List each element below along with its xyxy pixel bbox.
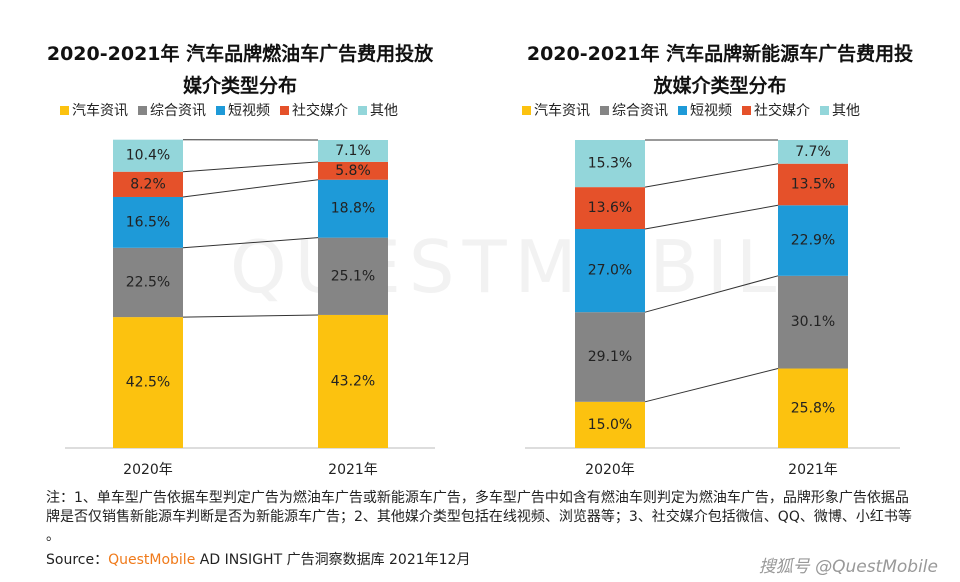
value-label: 43.2% — [331, 373, 375, 389]
bar-segment — [113, 196, 183, 248]
value-label: 18.8% — [331, 201, 375, 217]
legend-swatch — [216, 106, 225, 115]
chart-title: 2020-2021年 汽车品牌燃油车广告费用投放媒介类型分布 — [46, 43, 434, 97]
legend-swatch — [358, 106, 367, 115]
connector — [182, 314, 319, 318]
value-label: 13.6% — [588, 200, 632, 216]
bar-segment — [778, 140, 848, 164]
connector — [644, 204, 779, 230]
legend-swatch — [280, 106, 289, 115]
value-label: 25.1% — [331, 268, 375, 284]
bar-segment — [778, 163, 848, 206]
bar-segment — [318, 179, 388, 238]
bar-segment — [113, 139, 183, 172]
bar-segment — [113, 317, 183, 448]
legend-label: 社交媒介 — [754, 102, 810, 119]
legend-swatch — [138, 106, 147, 115]
footer-brand: 搜狐号 @QuestMobile — [758, 557, 938, 577]
legend-swatch — [820, 106, 829, 115]
chart-title: 2020-2021年 汽车品牌新能源车广告费用投放媒介类型分布 — [526, 43, 914, 97]
x-tick-label: 2021年 — [788, 462, 838, 478]
value-label: 16.5% — [126, 214, 170, 230]
source: Source：QuestMobile AD INSIGHT 广告洞察数据库 20… — [46, 549, 470, 569]
x-tick-label: 2020年 — [123, 462, 173, 478]
legend-swatch — [522, 106, 531, 115]
legend-swatch — [600, 106, 609, 115]
legend-swatch — [60, 106, 69, 115]
bar-segment — [575, 312, 645, 402]
value-label: 7.7% — [795, 144, 831, 160]
bar-segment — [318, 161, 388, 180]
value-label: 25.8% — [791, 400, 835, 416]
value-label: 15.0% — [588, 417, 632, 433]
source-text: AD INSIGHT 广告洞察数据库 2021年12月 — [199, 552, 471, 568]
bar-segment — [778, 205, 848, 276]
legend-label: 其他 — [370, 103, 398, 119]
value-label: 30.1% — [791, 314, 835, 330]
value-label: 29.1% — [588, 349, 632, 365]
connector — [644, 275, 779, 313]
x-tick-label: 2020年 — [585, 462, 635, 478]
legend-label: 综合资讯 — [612, 103, 668, 119]
note: 注：1、单车型广告依据车型判定广告为燃油车广告或新能源车广告，多车型广告中如含有… — [46, 490, 912, 544]
bar-segment — [778, 368, 848, 448]
legend-swatch — [742, 106, 751, 115]
value-label: 7.1% — [335, 143, 371, 159]
bar-segment — [575, 187, 645, 230]
legend-swatch — [678, 106, 687, 115]
legend-label: 汽车资讯 — [72, 102, 128, 119]
value-label: 22.5% — [126, 274, 170, 290]
legend-label: 汽车资讯 — [534, 102, 590, 119]
bar-segment — [575, 140, 645, 188]
connector — [182, 161, 319, 173]
connector — [182, 237, 319, 249]
bar-segment — [113, 171, 183, 197]
bar-segment — [778, 275, 848, 369]
legend-label: 其他 — [832, 103, 860, 119]
legend-label: 短视频 — [228, 103, 270, 119]
connector — [644, 163, 779, 188]
legend-label: 综合资讯 — [150, 103, 206, 119]
value-label: 15.3% — [588, 156, 632, 172]
value-label: 13.5% — [791, 177, 835, 193]
value-label: 5.8% — [335, 163, 371, 179]
value-label: 8.2% — [130, 176, 166, 192]
source-label: Source： — [46, 552, 109, 568]
bar-segment — [318, 237, 388, 315]
connector — [182, 179, 319, 198]
legend-label: 社交媒介 — [292, 102, 348, 119]
legend-label: 短视频 — [690, 103, 732, 119]
bar-segment — [318, 140, 388, 162]
x-tick-label: 2021年 — [328, 462, 378, 478]
value-label: 27.0% — [588, 263, 632, 279]
bar-segment — [575, 401, 645, 448]
value-label: 42.5% — [126, 375, 170, 391]
bar-segment — [113, 247, 183, 318]
bar-segment — [318, 314, 388, 448]
value-label: 10.4% — [126, 148, 170, 164]
connector — [644, 368, 779, 403]
bar-segment — [575, 229, 645, 313]
source-brand: QuestMobile — [108, 552, 196, 568]
value-label: 22.9% — [791, 233, 835, 249]
